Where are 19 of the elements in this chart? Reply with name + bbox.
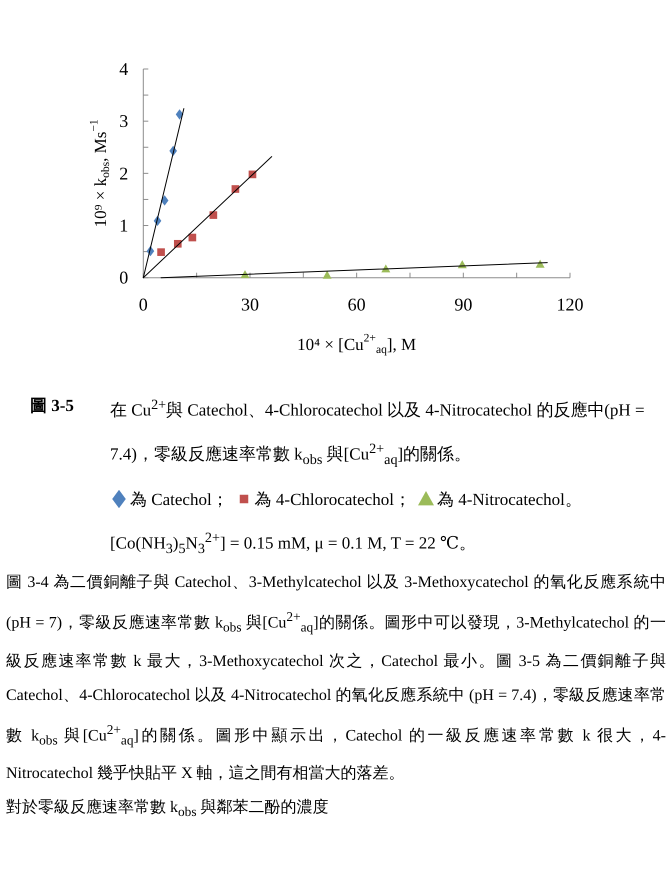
y-tick-label: 4 <box>119 59 128 79</box>
text: 對於零級反應速率常數 k$_{obs}$ 與鄰苯二酚的濃度 <box>6 798 330 822</box>
y-tick-label: 1 <box>119 216 128 236</box>
text: 圖 3-4 為二價銅離子與 Catechol、3-Methylcatechol 以及 3-Methoxycatechol 的氧化反應系統中 (pH = 7)，零級反應速率常數 k$_{obs}$ 與[Cu$^{2+}$$_{aq}$]的關係。圖形中可以發現，3-Methylcatechol 的一級反應速率常數 k 最大，3-Methoxycatechol 次之，Catechol 最小。圖 3-5 為二價銅離子與 Catechol、4-Chlorocatechol 以及 4-Nitrocatechol 的氧化反應系統中 (pH = 7.4)，零級反應速率常數 k$_{obs}$ 與[Cu$^{2+}$$_{aq}$]的關係。圖形中顯示出，Catechol 的一級反應速率常數 k 很大，4-Nitrocatechol 幾乎快貼平 X 軸，這之間有相當大的落差。 <box>6 574 666 782</box>
legend-label: 為 Catechol； <box>130 488 229 511</box>
text: 圖 3-5 <box>30 395 75 417</box>
x-tick-label: 0 <box>138 294 148 315</box>
legend-label: 為 4-Chlorocatechol； <box>254 488 411 511</box>
x-axis-title: 10⁴ × [Cu$^{2+}$$_{aq}$], M <box>297 331 416 356</box>
x-tick-label: 60 <box>348 294 366 315</box>
text: 在 Cu$^{2+}$與 Catechol、4-Chlorocatechol 以及 4-Nitrocatechol 的反應中(pH = 7.4)，零級反應速率常數 k$_{obs}$ 與[Cu$^{2+}$$_{aq}$]的關係。 <box>110 397 645 468</box>
y-tick-label: 2 <box>119 163 128 184</box>
y-tick-label: 3 <box>119 111 128 132</box>
x-tick-label: 120 <box>556 294 584 315</box>
legend-label: 為 4-Nitrocatechol。 <box>436 488 582 511</box>
x-tick-label: 30 <box>240 294 259 315</box>
text: [Co(NH$_{3}$)$_{5}$N$_{3}$$^{2+}$] = 0.15 mM, μ = 0.1 M, T = 22 ℃。 <box>110 528 477 559</box>
y-tick-label: 0 <box>119 268 128 288</box>
x-tick-label: 90 <box>454 294 472 315</box>
